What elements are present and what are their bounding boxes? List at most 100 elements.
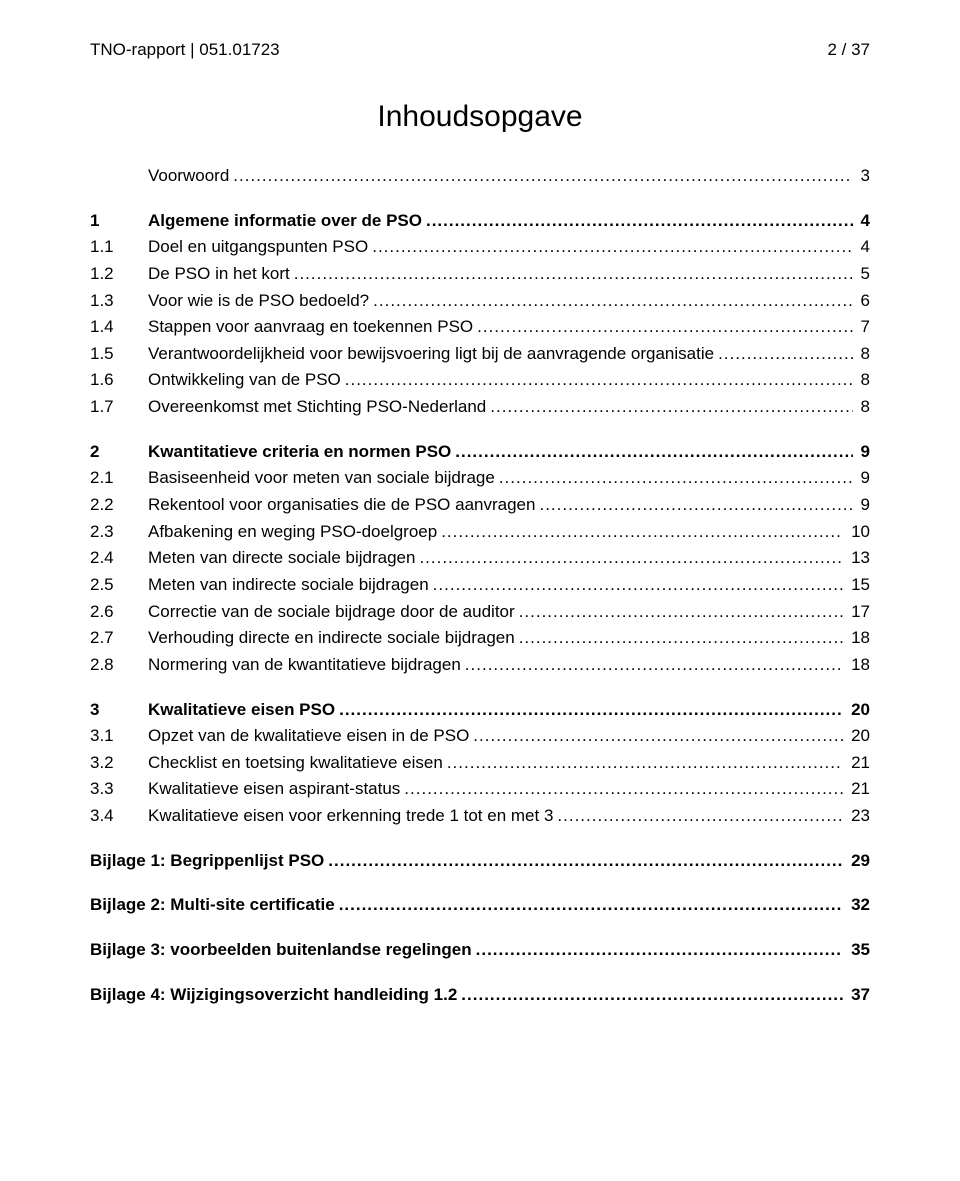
toc-leader-dots (441, 520, 843, 545)
toc-entry-page: 9 (857, 466, 870, 491)
toc-entry-page: 7 (857, 315, 870, 340)
toc-entry-page: 35 (847, 938, 870, 963)
toc-entry: 2.3Afbakening en weging PSO-doelgroep 10 (90, 520, 870, 545)
toc-leader-dots (519, 626, 843, 651)
toc-entry-label: Kwantitatieve criteria en normen PSO (148, 440, 451, 465)
toc-entry-page: 8 (857, 395, 870, 420)
toc-leader-dots (461, 983, 843, 1008)
toc-entry: 2.6Correctie van de sociale bijdrage doo… (90, 600, 870, 625)
toc-entry: 1.6Ontwikkeling van de PSO8 (90, 368, 870, 393)
toc-leader-dots (345, 368, 853, 393)
toc-entry: Bijlage 3: voorbeelden buitenlandse rege… (90, 938, 870, 963)
toc-entry-label: Meten van directe sociale bijdragen (148, 546, 415, 571)
toc-entry: 1.7Overeenkomst met Stichting PSO-Nederl… (90, 395, 870, 420)
toc-leader-dots (426, 209, 853, 234)
toc-entry-label: Verhouding directe en indirecte sociale … (148, 626, 515, 651)
toc-entry: 3.1Opzet van de kwalitatieve eisen in de… (90, 724, 870, 749)
toc-entry-number: 1.6 (90, 368, 148, 393)
toc-leader-dots (339, 893, 843, 918)
toc-entry-label: Bijlage 4: Wijzigingsoverzicht handleidi… (90, 983, 457, 1008)
toc-entry: Bijlage 2: Multi-site certificatie32 (90, 893, 870, 918)
toc-leader-dots (477, 315, 852, 340)
toc-leader-dots (490, 395, 852, 420)
toc-entry-page: 5 (857, 262, 870, 287)
toc-leader-dots (718, 342, 852, 367)
toc-leader-dots (328, 849, 843, 874)
toc-entry-label: Afbakening en weging PSO-doelgroep (148, 520, 437, 545)
toc-entry-page: 18 (847, 653, 870, 678)
toc-group-gap (90, 965, 870, 983)
toc-entry-number: 1.5 (90, 342, 148, 367)
toc-entry-label: Kwalitatieve eisen voor erkenning trede … (148, 804, 553, 829)
toc-leader-dots (519, 600, 843, 625)
toc-entry-number: 2.3 (90, 520, 148, 545)
toc-entry-page: 4 (857, 209, 870, 234)
toc-entry-number: 2.1 (90, 466, 148, 491)
toc-entry-number: 2 (90, 440, 148, 465)
toc-entry-page: 21 (847, 777, 870, 802)
toc-entry: 2.2Rekentool voor organisaties die de PS… (90, 493, 870, 518)
toc-entry-number: 3.1 (90, 724, 148, 749)
toc-leader-dots (372, 235, 852, 260)
toc-entry: 1.5Verantwoordelijkheid voor bewijsvoeri… (90, 342, 870, 367)
toc-entry-label: Bijlage 1: Begrippenlijst PSO (90, 849, 324, 874)
toc-entry-number: 2.5 (90, 573, 148, 598)
toc-entry-page: 13 (847, 546, 870, 571)
toc-leader-dots (373, 289, 852, 314)
toc-entry-number: 1.1 (90, 235, 148, 260)
toc-entry-page: 32 (847, 893, 870, 918)
toc-entry: 2.1Basiseenheid voor meten van sociale b… (90, 466, 870, 491)
toc-entry: 3.3Kwalitatieve eisen aspirant-status21 (90, 777, 870, 802)
toc-entry: 3.4Kwalitatieve eisen voor erkenning tre… (90, 804, 870, 829)
toc-entry-number: 3.4 (90, 804, 148, 829)
toc-entry-label: Bijlage 3: voorbeelden buitenlandse rege… (90, 938, 472, 963)
toc-entry-page: 9 (857, 440, 870, 465)
toc-entry-label: Kwalitatieve eisen PSO (148, 698, 335, 723)
toc-entry-number: 2.7 (90, 626, 148, 651)
toc-leader-dots (476, 938, 843, 963)
toc-leader-dots (419, 546, 843, 571)
toc-entry-page: 17 (847, 600, 870, 625)
toc-entry: 3.2Checklist en toetsing kwalitatieve ei… (90, 751, 870, 776)
table-of-contents: Voorwoord31Algemene informatie over de P… (90, 164, 870, 1007)
toc-entry-number: 1.7 (90, 395, 148, 420)
toc-entry-label: Voor wie is de PSO bedoeld? (148, 289, 369, 314)
toc-entry: 1.1Doel en uitgangspunten PSO4 (90, 235, 870, 260)
toc-entry-page: 15 (847, 573, 870, 598)
toc-entry-page: 9 (857, 493, 870, 518)
toc-entry: 1Algemene informatie over de PSO4 (90, 209, 870, 234)
toc-group-gap (90, 875, 870, 893)
toc-entry-label: Checklist en toetsing kwalitatieve eisen (148, 751, 443, 776)
toc-entry-label: Kwalitatieve eisen aspirant-status (148, 777, 400, 802)
toc-entry-page: 10 (847, 520, 870, 545)
toc-entry-label: Basiseenheid voor meten van sociale bijd… (148, 466, 495, 491)
toc-entry-number: 1.3 (90, 289, 148, 314)
toc-entry: 1.3Voor wie is de PSO bedoeld?6 (90, 289, 870, 314)
toc-entry-label: Overeenkomst met Stichting PSO-Nederland (148, 395, 486, 420)
toc-entry-page: 20 (847, 698, 870, 723)
page-title: Inhoudsopgave (90, 100, 870, 134)
toc-entry-number: 1.4 (90, 315, 148, 340)
toc-leader-dots (557, 804, 843, 829)
toc-entry: Bijlage 1: Begrippenlijst PSO 29 (90, 849, 870, 874)
toc-entry: 2Kwantitatieve criteria en normen PSO 9 (90, 440, 870, 465)
toc-group-gap (90, 831, 870, 849)
toc-leader-dots (404, 777, 843, 802)
toc-group-gap (90, 680, 870, 698)
toc-entry-label: Normering van de kwantitatieve bijdragen (148, 653, 461, 678)
toc-entry-number: 2.4 (90, 546, 148, 571)
toc-entry-label: Doel en uitgangspunten PSO (148, 235, 368, 260)
toc-entry-page: 29 (847, 849, 870, 874)
toc-leader-dots (233, 164, 852, 189)
toc-group-gap (90, 920, 870, 938)
toc-entry: 2.7Verhouding directe en indirecte socia… (90, 626, 870, 651)
toc-entry-label: Opzet van de kwalitatieve eisen in de PS… (148, 724, 469, 749)
toc-leader-dots (339, 698, 843, 723)
header-right: 2 / 37 (827, 40, 870, 60)
toc-leader-dots (499, 466, 853, 491)
toc-entry-label: Correctie van de sociale bijdrage door d… (148, 600, 515, 625)
toc-entry-page: 23 (847, 804, 870, 829)
toc-entry-label: Rekentool voor organisaties die de PSO a… (148, 493, 535, 518)
toc-entry-number: 1 (90, 209, 148, 234)
toc-entry: 2.8Normering van de kwantitatieve bijdra… (90, 653, 870, 678)
